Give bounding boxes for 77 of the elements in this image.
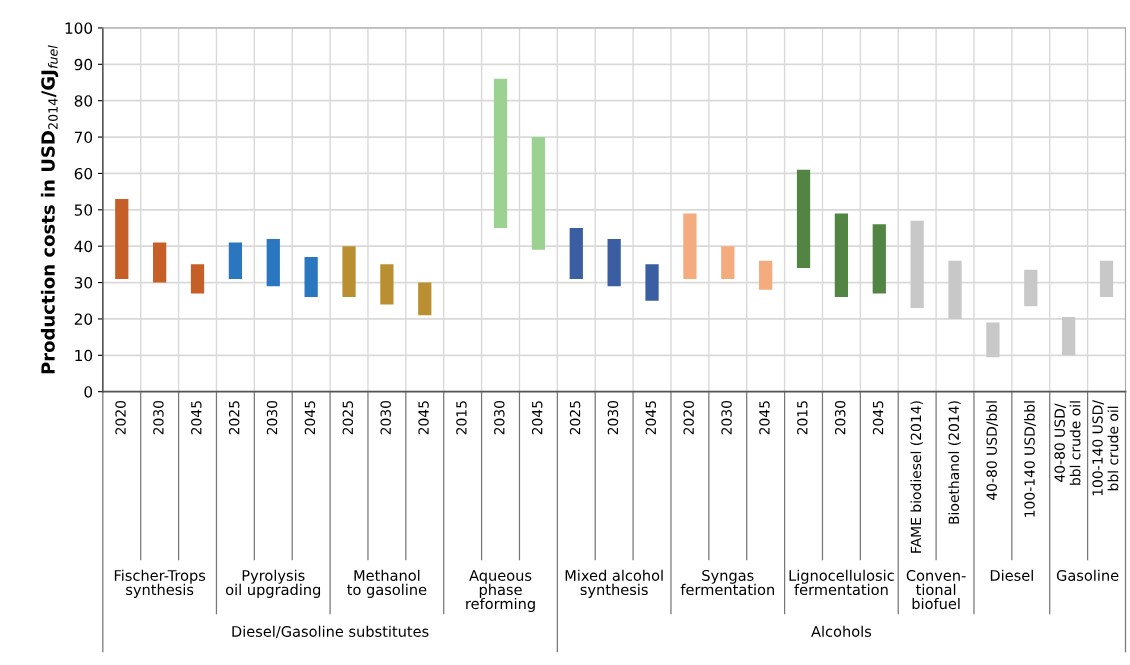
x-tick-label: 2030 <box>266 400 278 435</box>
bar <box>986 322 1000 358</box>
x-tick-label: 2030 <box>380 400 391 435</box>
x-tick-label: 2045 <box>872 401 884 435</box>
x-tick-label: 2030 <box>494 400 505 435</box>
bar <box>645 264 659 301</box>
x-tick-label: 100-140 USD/ bbl crude oil <box>1092 400 1119 496</box>
x-tick-label: 2015 <box>456 401 467 435</box>
text: Conven- tional biofuel <box>906 569 966 610</box>
y-tick-label: 50 <box>74 204 93 216</box>
bar <box>531 137 546 250</box>
text: Gasoline <box>1056 569 1119 581</box>
text: Lignocellulosic fermentation <box>789 569 894 596</box>
bar <box>683 213 697 279</box>
x-tick-label: 2045 <box>191 401 202 435</box>
x-tick-label: FAME biodiesel (2014) <box>910 401 923 553</box>
text: Fischer-Trops synthesis <box>114 569 206 598</box>
text: Mixed alcohol synthesis <box>565 569 663 598</box>
bar <box>342 246 356 298</box>
x-tick-label: 2030 <box>721 400 732 435</box>
bar <box>493 78 508 228</box>
bar <box>607 238 621 287</box>
x-tick-label: 2045 <box>759 401 770 435</box>
text: Alcohols <box>811 625 872 637</box>
bar <box>569 228 583 279</box>
bar <box>115 198 129 279</box>
x-tick-label: Bioethanol (2014) <box>948 401 961 524</box>
text: Syngas fermentation <box>680 569 774 596</box>
bar <box>304 257 318 298</box>
x-tick-label: 2025 <box>569 401 581 435</box>
bar <box>872 224 886 294</box>
bar <box>1062 317 1076 356</box>
x-tick-label: 2015 <box>797 401 808 435</box>
bar <box>380 264 394 305</box>
bar <box>948 260 962 319</box>
bar <box>418 282 432 316</box>
text: Pyrolysis oil upgrading <box>226 569 321 598</box>
text: Methanol to gasoline <box>347 569 427 598</box>
bar <box>153 242 167 283</box>
y-tick-label: 30 <box>74 277 93 289</box>
y-tick-label: 90 <box>74 58 93 71</box>
bar <box>190 264 205 294</box>
x-tick-label: 40-80 USD/ bbl crude oil <box>1054 401 1081 485</box>
x-tick-label: 2045 <box>531 401 543 435</box>
bar <box>834 213 849 298</box>
y-tick-label: 80 <box>74 95 93 107</box>
y-tick-label: 70 <box>74 131 93 144</box>
x-tick-label: 2025 <box>342 401 354 435</box>
bar <box>1024 269 1038 307</box>
y-tick-label: 10 <box>75 349 93 362</box>
x-tick-label: 2030 <box>834 400 846 435</box>
x-tick-label: 2030 <box>153 400 164 435</box>
y-tick-label: 60 <box>74 167 93 180</box>
bar <box>266 238 280 287</box>
x-tick-label: 100-140 USD/bbl <box>1024 401 1036 517</box>
y-tick-label: 0 <box>84 386 93 398</box>
x-tick-label: 2030 <box>607 400 619 435</box>
bar <box>759 260 773 290</box>
bar <box>796 169 811 269</box>
x-tick-label: 2025 <box>228 401 240 435</box>
text: Aqueous phase reforming <box>466 570 535 613</box>
y-tick-label: 40 <box>74 240 93 253</box>
x-tick-label: 40-80 USD/bbl <box>986 401 999 500</box>
bar <box>228 242 243 279</box>
bar <box>910 220 924 309</box>
y-tick-label: 100 <box>65 22 93 34</box>
y-tick-label: 20 <box>74 313 93 325</box>
bar <box>721 246 735 279</box>
text: Diesel <box>990 569 1033 581</box>
x-tick-label: 2045 <box>304 401 316 435</box>
x-tick-label: 2045 <box>418 401 429 435</box>
x-tick-label: 2020 <box>115 400 126 435</box>
bar <box>1099 260 1114 298</box>
x-tick-label: 2045 <box>645 401 657 435</box>
x-tick-label: 2020 <box>683 400 694 435</box>
text: Diesel/Gasoline substitutes <box>232 625 429 639</box>
y-axis-title: Production costs in USD$_{2014}$/GJ$_{fuel}$ <box>40 45 59 374</box>
